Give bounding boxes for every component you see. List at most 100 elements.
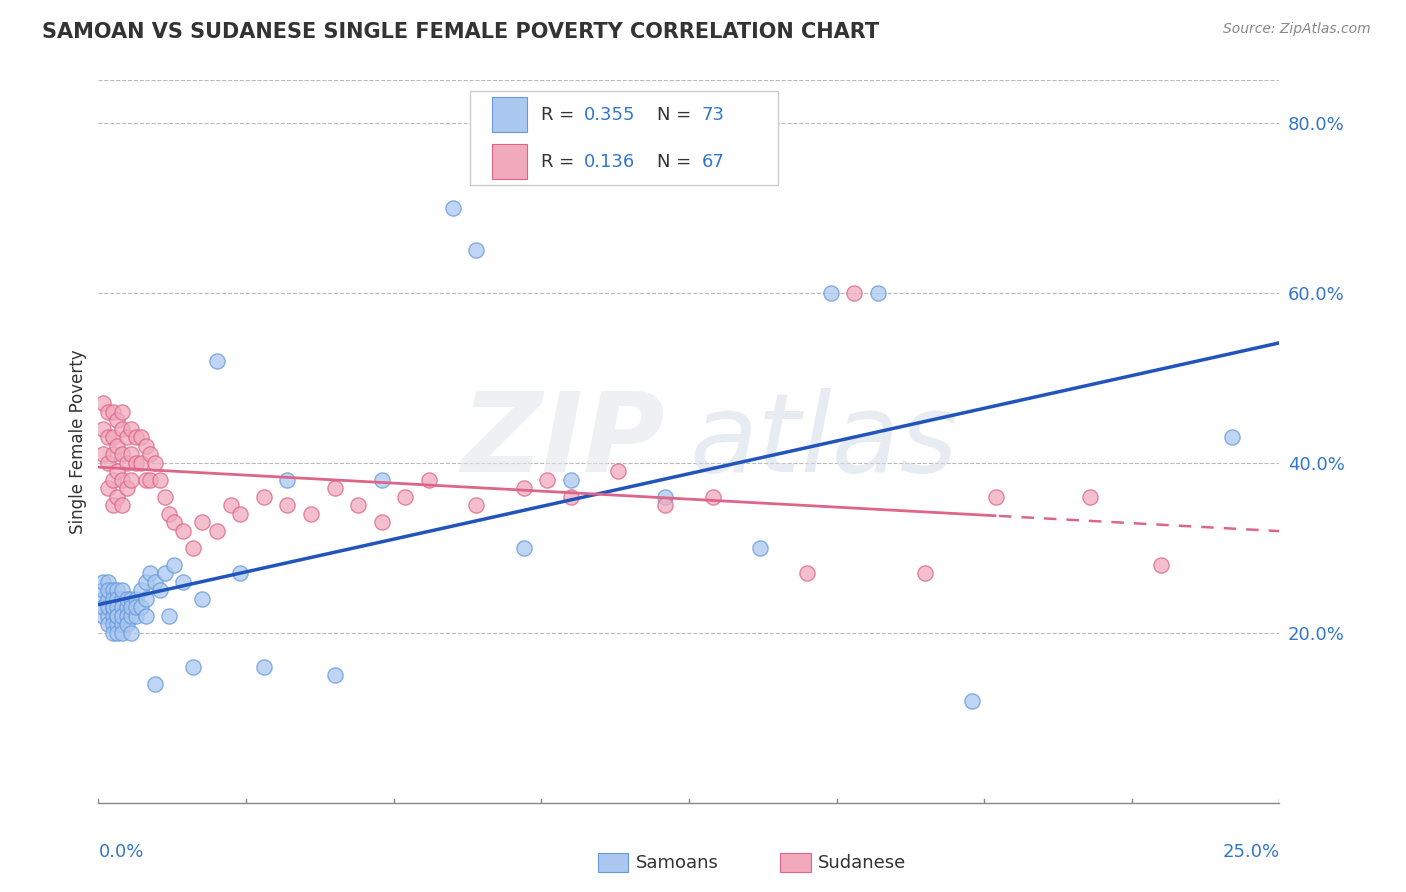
Point [347, 498, 370, 512]
Point [512, 481, 534, 495]
Text: Source: ZipAtlas.com: Source: ZipAtlas.com [1223, 22, 1371, 37]
Text: N =: N = [657, 105, 697, 124]
Point [101, 430, 124, 444]
Point [97, 608, 120, 623]
Text: Samoans: Samoans [636, 854, 718, 871]
Text: Sudanese: Sudanese [818, 854, 907, 871]
Text: atlas: atlas [689, 388, 957, 495]
Point [111, 608, 134, 623]
Point [105, 413, 128, 427]
Point [796, 566, 818, 581]
Point [101, 608, 124, 623]
Y-axis label: Single Female Poverty: Single Female Poverty [69, 350, 87, 533]
Point [91, 396, 114, 410]
Text: N =: N = [657, 153, 697, 170]
Point [276, 473, 298, 487]
Point [129, 600, 152, 615]
Point [560, 490, 582, 504]
Text: 67: 67 [702, 153, 725, 170]
Point [125, 600, 148, 615]
Point [157, 608, 180, 623]
Point [101, 617, 124, 632]
Point [91, 591, 114, 606]
Point [105, 464, 128, 478]
Point [172, 574, 194, 589]
Point [465, 244, 488, 258]
Point [91, 447, 114, 461]
FancyBboxPatch shape [471, 91, 778, 185]
Point [105, 625, 128, 640]
Point [111, 591, 134, 606]
Point [105, 490, 128, 504]
Point [135, 574, 157, 589]
Point [97, 481, 120, 495]
Point [115, 591, 138, 606]
Point [121, 422, 143, 436]
Point [111, 473, 134, 487]
Point [91, 574, 114, 589]
Point [125, 430, 148, 444]
Point [91, 600, 114, 615]
Point [371, 516, 394, 530]
Point [101, 405, 124, 419]
Point [149, 473, 172, 487]
Point [205, 524, 228, 538]
Point [111, 498, 134, 512]
Point [121, 600, 143, 615]
Point [560, 473, 582, 487]
Point [323, 481, 346, 495]
Point [418, 473, 440, 487]
Point [91, 608, 114, 623]
Point [181, 660, 204, 674]
Text: R =: R = [541, 105, 581, 124]
Text: 0.136: 0.136 [583, 153, 636, 170]
Point [105, 617, 128, 632]
Point [111, 447, 134, 461]
Point [115, 481, 138, 495]
Point [394, 490, 416, 504]
Point [229, 566, 252, 581]
Point [276, 498, 298, 512]
Point [984, 490, 1007, 504]
Point [139, 447, 162, 461]
Point [111, 422, 134, 436]
Point [111, 583, 134, 598]
Point [139, 566, 162, 581]
Point [1220, 430, 1243, 444]
Text: 25.0%: 25.0% [1222, 843, 1279, 861]
Point [97, 574, 120, 589]
Point [299, 507, 322, 521]
Point [105, 608, 128, 623]
Point [962, 694, 984, 708]
Point [163, 558, 186, 572]
Point [111, 600, 134, 615]
Point [105, 439, 128, 453]
Point [129, 583, 152, 598]
Point [121, 625, 143, 640]
Point [101, 498, 124, 512]
Point [101, 583, 124, 598]
Point [105, 591, 128, 606]
Point [229, 507, 252, 521]
Point [143, 677, 166, 691]
Point [125, 608, 148, 623]
Point [91, 422, 114, 436]
Point [143, 574, 166, 589]
Point [121, 473, 143, 487]
Point [115, 617, 138, 632]
Point [129, 430, 152, 444]
Point [914, 566, 936, 581]
Point [149, 583, 172, 598]
Text: 0.0%: 0.0% [98, 843, 143, 861]
Point [101, 473, 124, 487]
Point [654, 490, 676, 504]
Point [115, 456, 138, 470]
Point [105, 600, 128, 615]
Point [97, 600, 120, 615]
Point [323, 668, 346, 682]
Point [465, 498, 488, 512]
Text: R =: R = [541, 153, 581, 170]
Point [121, 591, 143, 606]
Point [115, 608, 138, 623]
Point [253, 660, 276, 674]
